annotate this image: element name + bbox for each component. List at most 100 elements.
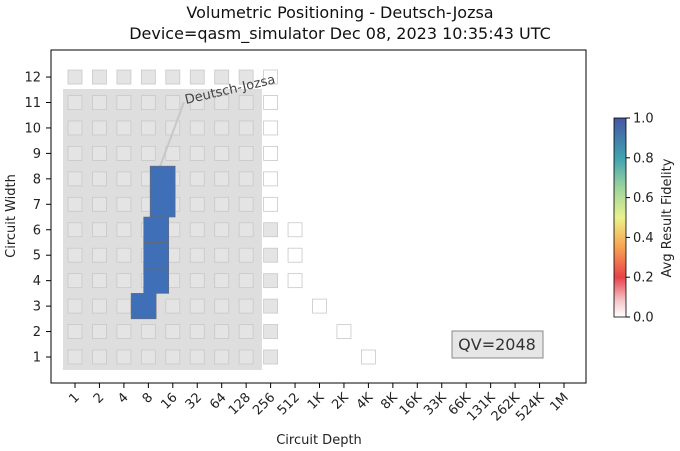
background-cell [214,324,230,339]
y-tick-label: 3 [33,300,41,315]
background-cell-empty [287,222,303,238]
x-tick-label: 512 [275,390,303,418]
background-cell [189,298,205,314]
background-cell [238,349,254,365]
background-cell [189,324,205,339]
background-cell-empty [287,247,303,263]
y-tick-label: 12 [24,71,41,86]
background-cell [116,324,132,339]
background-cell [92,273,107,289]
background-cell [189,69,205,85]
background-cell-empty [263,196,279,212]
background-cell [140,95,156,110]
background-cell [92,120,107,136]
background-cell [67,145,83,161]
background-cell [92,349,107,365]
colorbar-label: Avg Result Fidelity [660,158,675,277]
y-tick-label: 7 [33,198,41,213]
background-cell-empty [360,349,376,365]
qv-label: QV=2048 [458,335,536,354]
y-tick-label: 6 [33,223,41,238]
background-cell [116,95,132,110]
y-tick-label: 9 [33,147,41,162]
x-tick-label: 33K [421,390,450,419]
x-tick-label: 4 [115,390,131,406]
background-cell [189,349,205,365]
y-axis-label: Circuit Width [4,174,19,258]
x-tick-label: 16 [158,390,180,412]
background-cell [140,69,156,85]
background-cell [116,69,132,85]
background-cell [92,145,107,161]
background-cell [214,273,230,289]
background-cell [238,247,254,263]
background-cell [238,196,254,212]
y-tick-label: 5 [33,249,41,264]
background-cell [140,349,156,365]
x-tick-label: 256 [250,390,278,418]
background-cell [116,145,132,161]
data-cell [149,191,176,218]
background-cell [214,196,230,212]
background-cell [92,196,107,212]
x-tick-label: 32 [183,390,205,412]
background-cell-empty [312,298,327,314]
background-cell [67,298,83,314]
colorbar [613,117,627,318]
background-cell [165,145,181,161]
qv-box [451,330,544,359]
background-cell [67,247,83,263]
x-tick-label: 16K [397,390,426,419]
data-cell [143,267,170,294]
background-cell [263,349,279,365]
colorbar-tick-label: 0.8 [633,151,654,166]
background-cell [67,120,83,136]
background-cell [189,247,205,263]
background-cells [67,69,376,365]
background-cell [116,247,132,263]
background-cell-empty [263,69,279,85]
background-cell [165,349,181,365]
background-cell-empty [263,145,279,161]
background-cell [67,95,83,110]
background-cell [214,349,230,365]
x-tick-label: 1M [547,390,571,414]
background-cell [165,95,181,110]
x-tick-label: 524K [513,390,548,425]
background-cell [238,222,254,238]
data-cells [130,165,176,320]
y-tick-label: 4 [33,274,41,289]
x-tick-label: 2 [91,390,107,406]
background-cell [116,298,132,314]
background-cell [238,95,254,110]
colorbar-ticks: 0.0 0.2 0.4 0.6 0.8 1.0 [626,112,654,326]
background-cell-empty [263,171,279,187]
x-tick-label: 8 [140,390,156,406]
background-cell [238,145,254,161]
background-cell [67,273,83,289]
background-cell-empty [287,273,303,289]
background-cell [116,349,132,365]
background-cell [140,145,156,161]
background-cell [165,298,181,314]
colorbar-tick-label: 0.4 [633,231,654,246]
background-cell [238,69,254,85]
background-cell [92,171,107,187]
background-cell [140,120,156,136]
background-cell [67,222,83,238]
data-cell [130,293,157,320]
background-cell [116,196,132,212]
background-cell [263,222,279,238]
background-cell [189,95,205,110]
data-cell [143,242,170,269]
y-tick-label: 1 [33,351,41,366]
background-cell [67,349,83,365]
background-cell [238,324,254,339]
chart-subtitle: Device=qasm_simulator Dec 08, 2023 10:35… [129,24,551,44]
background-cell [67,324,83,339]
background-cell [67,69,83,85]
background-cell-empty [263,120,279,136]
background-cell [214,222,230,238]
